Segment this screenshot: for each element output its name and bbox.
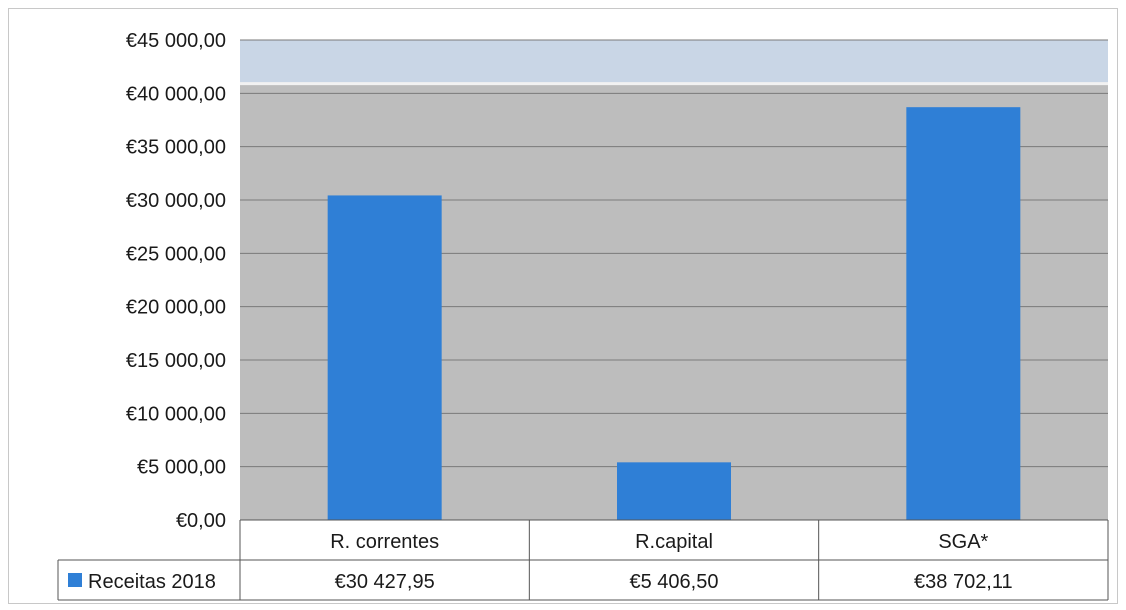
value-label: €30 427,95 (335, 571, 435, 593)
bars (327, 107, 1021, 521)
y-tick-label: €35 000,00 (126, 137, 226, 159)
y-tick-label: €15 000,00 (126, 350, 226, 372)
y-tick-label: €0,00 (176, 510, 226, 532)
plot-top-band (240, 40, 1108, 83)
chart-frame (8, 8, 1118, 604)
category-label: SGA* (938, 531, 988, 553)
category-label: R.capital (635, 531, 713, 553)
legend-swatch (68, 573, 82, 587)
bar (906, 107, 1021, 520)
legend-label: Receitas 2018 (88, 571, 216, 593)
category-label: R. correntes (330, 531, 439, 553)
value-label: €5 406,50 (630, 571, 719, 593)
y-tick-label: €45 000,00 (126, 30, 226, 52)
y-tick-label: €25 000,00 (126, 243, 226, 265)
value-label: €38 702,11 (914, 571, 1013, 593)
bar (617, 462, 731, 520)
data-table: R. correntes R.capital SGA* Receitas 2018 €3… (57, 519, 1109, 601)
bar (327, 195, 442, 521)
y-tick-label: €10 000,00 (126, 403, 226, 425)
y-axis-ticks: €0,00 €5 000,00 €10 000,00 €15 000,00 €20 00… (126, 30, 226, 532)
y-tick-label: €30 000,00 (126, 190, 226, 212)
y-tick-label: €5 000,00 (137, 457, 226, 479)
y-tick-label: €40 000,00 (126, 83, 226, 105)
y-tick-label: €20 000,00 (126, 297, 226, 319)
